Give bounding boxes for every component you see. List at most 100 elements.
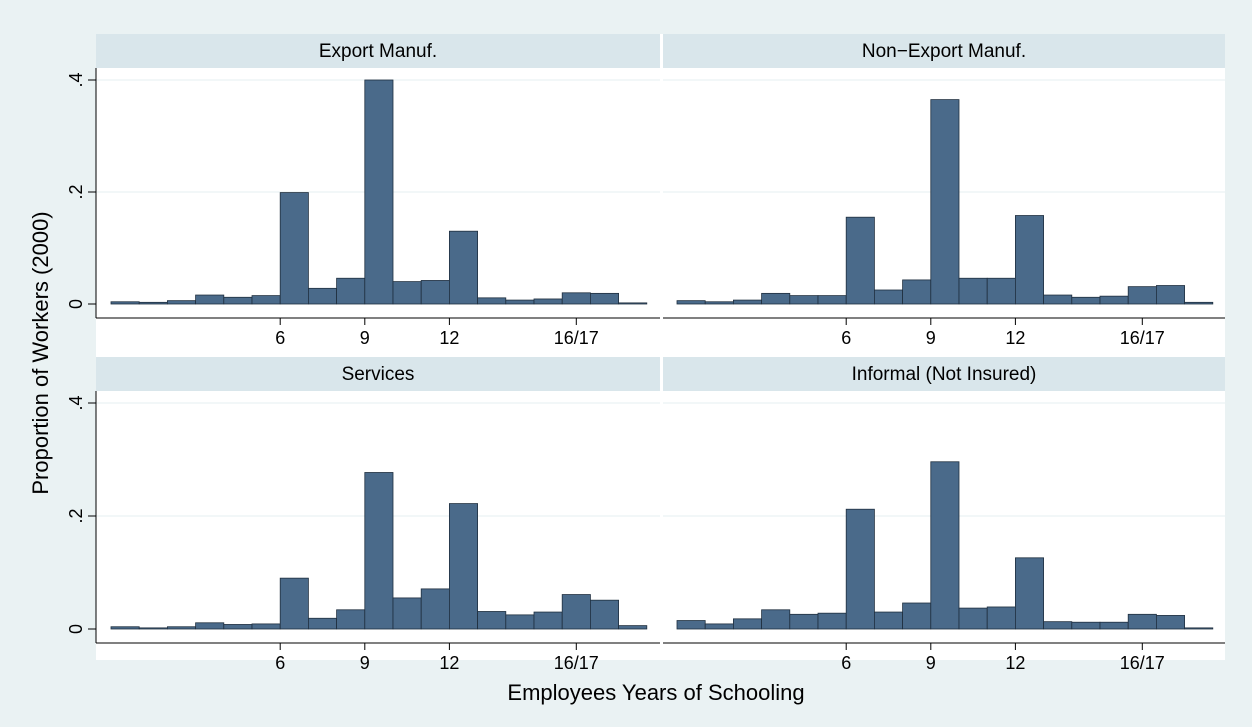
x-tick-label: 9 <box>926 328 936 348</box>
bar <box>477 611 507 630</box>
bar <box>1127 286 1157 305</box>
bar <box>505 299 535 305</box>
x-tick-label: 9 <box>926 653 936 673</box>
bar <box>307 287 337 305</box>
bar <box>110 626 140 630</box>
bar <box>505 614 535 630</box>
bar <box>1043 294 1073 305</box>
bar <box>279 192 309 305</box>
bar <box>1127 613 1157 630</box>
bar <box>761 292 791 305</box>
x-tick-label: 6 <box>275 653 285 673</box>
bar <box>477 297 507 305</box>
y-tick-label: 0 <box>66 624 86 634</box>
plot-region <box>96 34 1225 660</box>
bar <box>930 461 960 630</box>
panel-title: Non−Export Manuf. <box>862 41 1026 62</box>
bar <box>902 602 932 630</box>
bar <box>676 620 706 630</box>
panel-title: Export Manuf. <box>319 41 437 62</box>
bar <box>590 599 620 630</box>
y-tick-label: .2 <box>66 508 86 523</box>
bar <box>590 292 620 305</box>
bar <box>958 607 988 630</box>
bar <box>874 611 904 630</box>
x-tick-label: 16/17 <box>554 328 599 348</box>
bar <box>1184 627 1214 630</box>
y-axis-title: Proportion of Workers (2000) <box>28 211 53 494</box>
bar <box>138 301 168 305</box>
panel-4: Informal (Not Insured) 6 9 12 16/17 <box>663 357 1225 673</box>
bar <box>1015 557 1045 630</box>
y-tick-label: .2 <box>66 184 86 199</box>
bar <box>733 618 763 630</box>
bar <box>1184 301 1214 305</box>
x-tick-label: 16/17 <box>554 653 599 673</box>
bar <box>817 295 847 305</box>
bar <box>1071 621 1101 630</box>
panel-strip <box>96 34 660 68</box>
bar <box>223 296 253 305</box>
bar <box>223 624 253 630</box>
bar <box>761 609 791 630</box>
bar <box>1043 621 1073 630</box>
x-axis-title: Employees Years of Schooling <box>507 680 804 705</box>
x-tick-label: 12 <box>1005 653 1025 673</box>
panel-strip <box>663 34 1225 68</box>
bar <box>110 301 140 305</box>
bar <box>364 79 394 305</box>
bar <box>986 277 1016 305</box>
bar <box>195 622 225 630</box>
bar <box>279 577 309 630</box>
bar <box>392 597 422 630</box>
bar <box>704 623 734 630</box>
bar <box>1015 215 1045 305</box>
bar <box>420 280 450 305</box>
y-tick-label: 0 <box>66 299 86 309</box>
panel-3: Services 0 .2 .4 6 9 12 16/17 <box>66 357 660 673</box>
bar <box>618 625 648 630</box>
bar <box>789 295 819 305</box>
bar <box>251 623 281 630</box>
panel-2: Non−Export Manuf. 6 9 12 16/17 <box>663 34 1225 348</box>
panel-title: Services <box>342 364 415 385</box>
bar <box>166 626 196 630</box>
x-tick-label: 6 <box>841 653 851 673</box>
bar <box>561 292 591 305</box>
bar <box>561 594 591 630</box>
x-tick-label: 9 <box>360 653 370 673</box>
bar <box>195 294 225 305</box>
x-tick-label: 6 <box>841 328 851 348</box>
bar <box>845 508 875 630</box>
y-tick-label: .4 <box>66 395 86 410</box>
x-tick-label: 12 <box>1005 328 1025 348</box>
x-tick-label: 16/17 <box>1120 653 1165 673</box>
bar <box>1099 621 1129 630</box>
bar <box>1156 285 1186 305</box>
bar <box>986 606 1016 630</box>
bar <box>336 277 366 305</box>
bar <box>533 611 563 630</box>
x-tick-label: 12 <box>439 328 459 348</box>
bar <box>1099 295 1129 305</box>
bar <box>902 279 932 305</box>
x-tick-label: 9 <box>360 328 370 348</box>
bar <box>533 298 563 305</box>
x-tick-label: 6 <box>275 328 285 348</box>
panel-strip <box>96 357 660 391</box>
y-tick-label: .4 <box>66 72 86 87</box>
x-tick-label: 16/17 <box>1120 328 1165 348</box>
panel-1: Export Manuf. 0 .2 .4 6 9 12 16/17 <box>66 34 660 348</box>
bar <box>733 299 763 305</box>
bar <box>874 289 904 305</box>
bar <box>251 295 281 305</box>
bar <box>420 588 450 630</box>
bar <box>364 472 394 630</box>
bar <box>958 277 988 305</box>
bar <box>676 300 706 305</box>
bar <box>1071 296 1101 305</box>
bar <box>448 503 478 630</box>
bar <box>307 617 337 630</box>
